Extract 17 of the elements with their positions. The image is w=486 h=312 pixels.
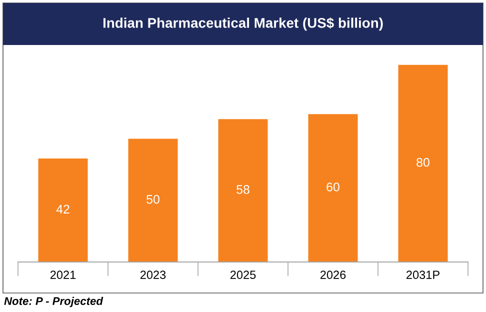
- data-label: 60: [326, 182, 340, 192]
- data-label: 42: [56, 204, 70, 214]
- x-tick-label: 2023: [140, 270, 166, 280]
- chart-title: Indian Pharmaceutical Market (US$ billion): [103, 17, 383, 31]
- x-tick-label: 2031P: [406, 270, 440, 280]
- bar: [308, 114, 358, 262]
- x-tick-label: 2026: [320, 270, 346, 280]
- text: Note: P - Projected: [4, 296, 104, 308]
- data-label: 50: [146, 194, 160, 204]
- bar: [128, 138, 178, 262]
- bar: [398, 64, 448, 262]
- x-tick-label: 2025: [230, 270, 256, 280]
- data-label: 58: [236, 185, 250, 194]
- bar: [38, 158, 88, 262]
- bar: [218, 119, 268, 262]
- data-label: 80: [416, 158, 430, 167]
- x-tick-label: 2021: [50, 270, 76, 280]
